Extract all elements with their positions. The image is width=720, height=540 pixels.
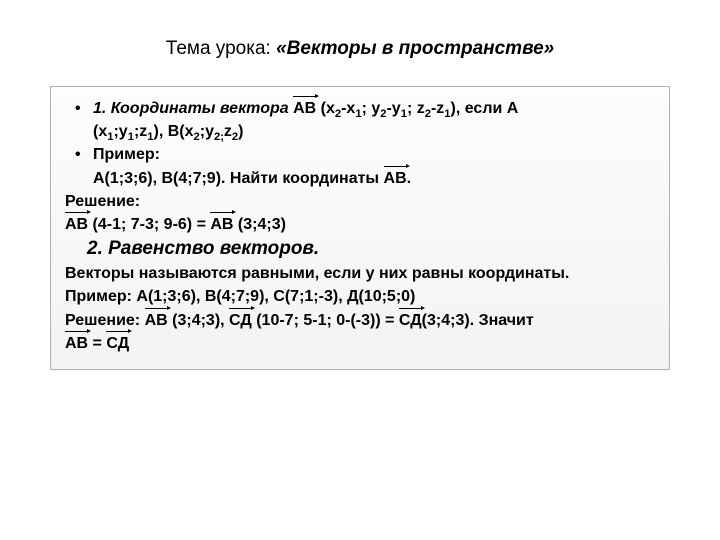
example-text: А(1;3;6), В(4;7;9). Найти координаты [93,170,384,187]
vector-ab-icon-6: АВ [65,332,88,355]
title-main: «Векторы в пространстве» [276,38,554,59]
section1-formula-cont: (х1;у1;z1), В(х2;у2;z2) [65,120,655,143]
vector-ab-icon-4: АВ [210,213,233,236]
concl-eq: = [88,335,106,352]
sol-mid2: (10-7; 5-1; 0-(-3)) = [252,312,399,329]
formula-1b: -х [341,100,355,117]
vector-ab-icon: АВ [293,97,316,120]
section2-solution: Решение: АВ (3;4;3), СД (10-7; 5-1; 0-(-… [65,309,655,332]
example-dot: . [407,170,411,187]
formula-1c: ; у [362,100,381,117]
example-body: А(1;3;6), В(4;7;9). Найти координаты АВ. [65,167,655,190]
formula-1d: -у [386,100,400,117]
example-label: Пример: [65,143,655,166]
vector-ab-icon-2: АВ [384,167,407,190]
formula-2b: ;у [113,123,127,140]
slide: Тема урока: «Векторы в пространстве» 1. … [0,0,720,540]
sol-prefix: Решение: [65,312,145,329]
section2-example: Пример: А(1;3;6), В(4;7;9), С(7;1;-3), Д… [65,285,655,308]
vector-ab-icon-3: АВ [65,213,88,236]
solution-mid: (4-1; 7-3; 9-6) = [88,216,210,233]
formula-2c: ;z [134,123,147,140]
title-prefix: Тема урока: [166,38,276,59]
sol-mid1: (3;4;3), [168,312,229,329]
formula-2e: ;у [200,123,214,140]
formula-2g: ) [238,123,243,140]
sol-mid3: (3;4;3). Значит [422,312,534,329]
lesson-title: Тема урока: «Векторы в пространстве» [50,38,670,60]
content-box: 1. Координаты вектора АВ (х2-х1; у2-у1; … [50,86,670,370]
formula-2d: ), В(х [154,123,194,140]
formula-1e: ; z [407,100,425,117]
vector-ab-icon-5: АВ [145,309,168,332]
formula-1f: -z [431,100,444,117]
formula-2a: (х [93,123,107,140]
section1-heading: 1. Координаты вектора АВ (х2-х1; у2-у1; … [65,97,655,120]
section2-conclusion: АВ = СД [65,332,655,355]
formula-1a: (х [316,100,335,117]
section2-def: Векторы называются равными, если у них р… [65,262,655,285]
solution-end: (3;4;3) [233,216,285,233]
vector-cd-icon-3: СД [106,332,129,355]
formula-2f: z [224,123,232,140]
solution-body: АВ (4-1; 7-3; 9-6) = АВ (3;4;3) [65,213,655,236]
vector-cd-icon-2: СД [399,309,422,332]
solution-label: Решение: [65,190,655,213]
section2-heading: 2. Равенство векторов. [65,238,655,260]
section1-heading-text: 1. Координаты вектора [93,100,293,117]
vector-cd-icon: СД [229,309,252,332]
formula-1g: ), если А [451,100,519,117]
sub-2semi: 2; [214,131,224,143]
